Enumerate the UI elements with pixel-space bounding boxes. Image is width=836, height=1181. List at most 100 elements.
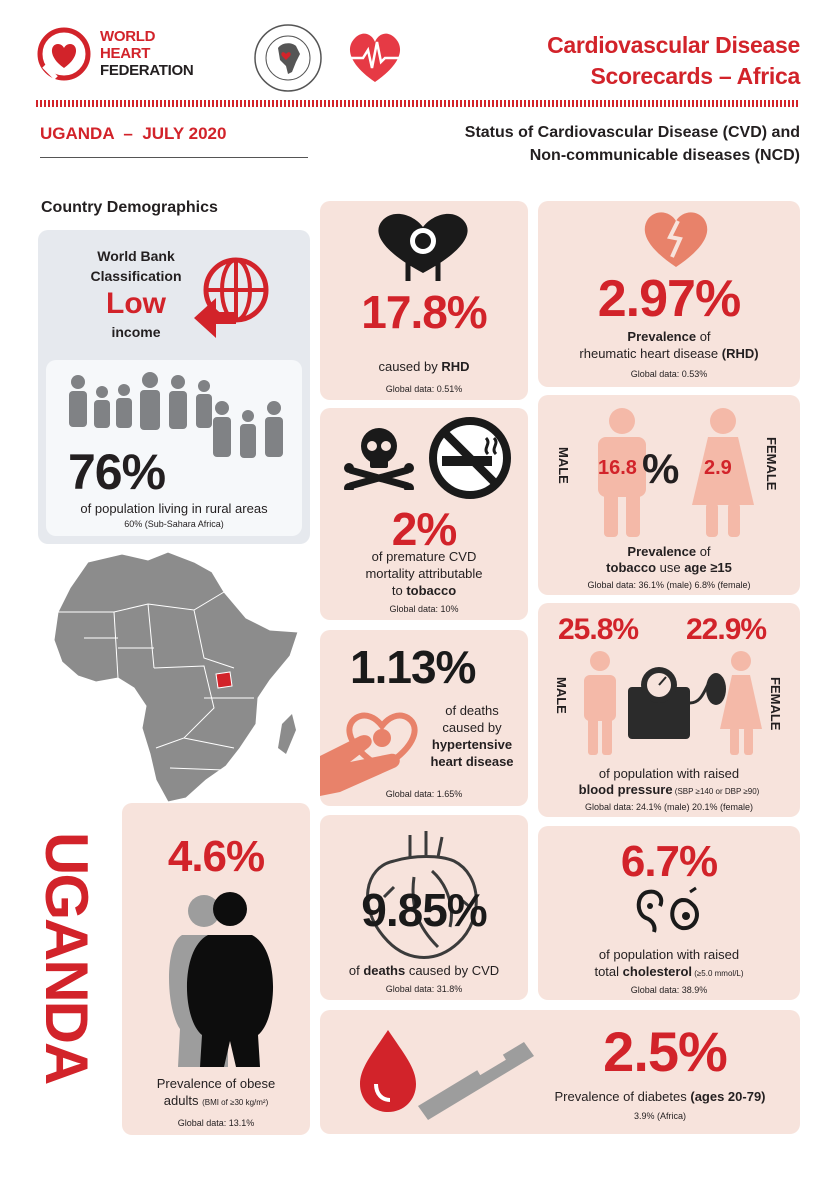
tobacco-mortality-value: 2% xyxy=(391,503,457,555)
cholesterol-line1: of population with raised xyxy=(598,947,740,962)
hypertensive-value: 1.13% xyxy=(350,641,476,693)
tobacco-use-line2-bold2: age ≥15 xyxy=(684,560,732,575)
diabetes-card: 2.5% Prevalence of diabetes (ages 20-79)… xyxy=(320,1010,800,1134)
bp-line2-small: (SBP ≥140 or DBP ≥90) xyxy=(672,787,760,796)
rural-value: 76% xyxy=(68,444,166,500)
diabetes-value: 2.5% xyxy=(603,1020,728,1083)
diabetes-label-bold: (ages 20-79) xyxy=(690,1089,766,1104)
cholesterol-global: Global data: 38.9% xyxy=(630,985,708,995)
tobacco-use-line2-bold: tobacco xyxy=(606,560,657,575)
tobacco-mortality-card: 2% of premature CVD mortality attributab… xyxy=(320,408,528,620)
tobacco-mortality-line1: of premature CVD xyxy=(371,549,477,564)
obesity-line2-small: (BMI of ≥30 kg/m²) xyxy=(202,1098,269,1107)
rhd-mortality-pre: caused by xyxy=(378,359,442,374)
bp-male-value: 25.8% xyxy=(558,613,639,646)
tobacco-female-label: FEMALE xyxy=(764,437,779,491)
bp-female-value: 22.9% xyxy=(686,613,767,646)
rhd-prevalence-global: Global data: 0.53% xyxy=(630,369,708,379)
hand-heart-icon xyxy=(320,712,418,796)
rhd-prevalence-card: 2.97% Prevalence of rheumatic heart dise… xyxy=(538,201,800,387)
rhd-prevalence-rest: of xyxy=(696,329,711,344)
cvd-deaths-rest: caused by CVD xyxy=(405,963,500,978)
obesity-line2: adults xyxy=(163,1093,203,1108)
heart-ring-icon xyxy=(37,27,91,81)
country-name-vertical: UGANDA xyxy=(33,832,100,1084)
blood-pressure-card: 25.8% 22.9% MALE FEMALE of population wi… xyxy=(538,603,800,817)
blood-drop-glucose-strip-icon xyxy=(360,1030,534,1120)
obese-person-icon xyxy=(169,892,274,1067)
bp-line1: of population with raised xyxy=(598,766,740,781)
population-icon xyxy=(69,372,283,458)
whf-logo: WORLD HEART FEDERATION xyxy=(36,26,226,82)
wb-suffix: income xyxy=(111,324,161,340)
obesity-line1: Prevalence of obese xyxy=(156,1076,276,1091)
bp-male-label: MALE xyxy=(554,677,569,714)
country-date-underline xyxy=(40,157,308,158)
heart-person-icon xyxy=(378,213,468,281)
obesity-card: 4.6% Prevalence of obese adults (BMI of … xyxy=(122,803,310,1135)
tobacco-mortality-global: Global data: 10% xyxy=(389,604,459,614)
bp-male-figure-icon xyxy=(584,651,616,755)
header-divider xyxy=(36,100,800,107)
cvd-deaths-value: 9.85% xyxy=(361,884,487,936)
tobacco-mortality-line2: mortality attributable xyxy=(365,566,483,581)
pascar-seal-icon xyxy=(254,24,322,92)
tobacco-use-global: Global data: 36.1% (male) 6.8% (female) xyxy=(587,580,751,590)
bp-monitor-icon xyxy=(628,667,726,739)
globe-arrow-icon xyxy=(194,257,269,338)
hypertensive-line1: of deaths xyxy=(445,703,499,718)
rhd-prevalence-line2-bold: (RHD) xyxy=(721,346,759,361)
status-line1: Status of Cardiovascular Disease (CVD) a… xyxy=(464,124,800,141)
cholesterol-card: 6.7% of population with raised total cho… xyxy=(538,826,800,1000)
heart-pulse-icon xyxy=(345,33,405,82)
tobacco-use-card: MALE FEMALE 16.8 % 2.9 Prevalence of tob… xyxy=(538,395,800,595)
cvd-deaths-bold: deaths xyxy=(363,963,406,978)
title-line2: Scorecards – Africa xyxy=(590,63,800,89)
obesity-global: Global data: 13.1% xyxy=(177,1118,255,1128)
country-date: UGANDA – JULY 2020 xyxy=(40,124,227,143)
status-line2: Non-communicable diseases (NCD) xyxy=(529,147,800,164)
male-figure-icon xyxy=(598,408,646,537)
rhd-mortality-global: Global data: 0.51% xyxy=(385,384,463,394)
rural-inner-card: 76% of population living in rural areas … xyxy=(46,360,302,536)
tobacco-mortality-line3-pre: to xyxy=(391,583,407,598)
cvd-deaths-card: 9.85% of deaths caused by CVD Global dat… xyxy=(320,815,528,1000)
rhd-mortality-value: 17.8% xyxy=(361,286,487,338)
tobacco-use-rest: of xyxy=(696,544,711,559)
skull-crossbones-icon xyxy=(344,428,414,490)
pascar-logo xyxy=(252,22,324,94)
bp-female-label: FEMALE xyxy=(768,677,783,731)
rhd-mortality-card: 17.8% caused by RHD Global data: 0.51% xyxy=(320,201,528,400)
broken-heart-icon xyxy=(644,212,708,267)
tobacco-male-label: MALE xyxy=(556,447,571,484)
cholesterol-line2-pre: total xyxy=(594,964,623,979)
demographics-card: World Bank Classification Low income 76% xyxy=(38,230,310,544)
hypertensive-line2: caused by xyxy=(442,720,502,735)
bp-line2-bold: blood pressure xyxy=(578,782,673,797)
hypertensive-line4: heart disease xyxy=(430,754,514,769)
cholesterol-line2-bold: cholesterol xyxy=(622,964,693,979)
org-line1: WORLD xyxy=(100,28,156,45)
wb-label-line1: World Bank xyxy=(97,248,175,264)
hypertensive-card: 1.13% of deaths caused by hypertensive h… xyxy=(320,630,528,806)
tobacco-percent: % xyxy=(642,445,680,492)
cvd-deaths-global: Global data: 31.8% xyxy=(385,984,463,994)
org-line3: FEDERATION xyxy=(100,62,194,79)
tobacco-use-bold: Prevalence xyxy=(627,544,697,559)
cholesterol-icon xyxy=(636,886,699,933)
tobacco-use-line2-mid: use xyxy=(656,560,685,575)
cholesterol-line2-small: (≥5.0 mmol/L) xyxy=(692,969,744,978)
rhd-prevalence-line2-pre: rheumatic heart disease xyxy=(579,346,722,361)
no-smoking-icon xyxy=(429,417,511,499)
africa-map xyxy=(53,551,299,803)
hypertensive-line3: hypertensive xyxy=(431,737,513,752)
wb-value: Low xyxy=(106,287,166,320)
title-line1: Cardiovascular Disease xyxy=(547,32,800,58)
rhd-prevalence-value: 2.97% xyxy=(597,270,741,328)
bp-global: Global data: 24.1% (male) 20.1% (female) xyxy=(584,802,754,812)
anatomical-heart-icon xyxy=(366,831,478,959)
demographics-heading: Country Demographics xyxy=(41,199,218,216)
tobacco-female-value: 2.9 xyxy=(704,457,732,479)
rhd-prevalence-bold: Prevalence xyxy=(627,329,697,344)
tobacco-male-value: 16.8 xyxy=(598,457,637,479)
